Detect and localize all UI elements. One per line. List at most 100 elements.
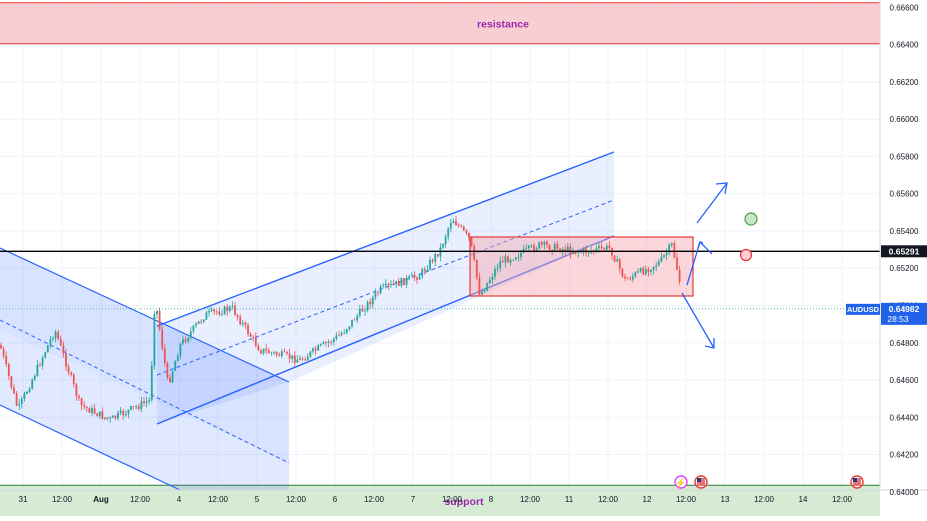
candles bbox=[0, 216, 681, 423]
candle-body bbox=[377, 292, 379, 294]
descending-channel-lower-line[interactable] bbox=[0, 404, 181, 491]
arrow-up-target[interactable] bbox=[696, 182, 728, 224]
arrow-small-head bbox=[697, 241, 704, 249]
green-circle-marker[interactable] bbox=[744, 212, 758, 226]
candle-body bbox=[655, 265, 658, 267]
candle-body bbox=[111, 415, 114, 418]
support-zone-label: support bbox=[444, 496, 484, 508]
candle-body bbox=[228, 306, 231, 312]
candle-body bbox=[429, 259, 431, 270]
candle-body bbox=[392, 283, 395, 285]
candle-body bbox=[509, 259, 512, 263]
candle-body bbox=[52, 337, 54, 340]
candle-body bbox=[631, 276, 634, 280]
candle-body bbox=[161, 329, 164, 349]
candle-body bbox=[39, 364, 41, 366]
price-tick-label: 0.64200 bbox=[890, 451, 919, 460]
candle-body bbox=[319, 344, 322, 346]
candle-body bbox=[413, 274, 416, 278]
time-tick-label: 12:00 bbox=[364, 495, 385, 504]
candle-body bbox=[23, 393, 26, 399]
candle-body bbox=[561, 249, 564, 252]
candle-body bbox=[44, 352, 47, 358]
candle-body bbox=[338, 335, 340, 337]
candle-body bbox=[145, 401, 148, 403]
time-tick-label: 12:00 bbox=[130, 495, 151, 504]
candle-body bbox=[465, 230, 468, 233]
candle-body bbox=[483, 290, 486, 292]
candle-body bbox=[543, 241, 546, 245]
time-tick-label: 12:00 bbox=[442, 495, 463, 504]
candle-body bbox=[434, 253, 437, 262]
consolidation-box[interactable] bbox=[469, 236, 694, 297]
candle-body bbox=[143, 401, 145, 403]
candle-body bbox=[533, 245, 535, 251]
candle-body bbox=[306, 356, 309, 361]
descending-channel-upper-line[interactable] bbox=[0, 247, 290, 383]
candle-body bbox=[535, 248, 538, 251]
candle-body bbox=[13, 387, 15, 394]
candle-body bbox=[176, 356, 179, 362]
candle-body bbox=[644, 269, 647, 275]
candle-body bbox=[119, 410, 122, 413]
candle-body bbox=[273, 351, 275, 353]
candle-body bbox=[488, 279, 491, 283]
candle-body bbox=[104, 417, 106, 419]
candle-body bbox=[423, 269, 426, 272]
candle-body bbox=[351, 319, 353, 327]
candle-body bbox=[626, 278, 629, 280]
price-tick-label: 0.65600 bbox=[890, 190, 919, 199]
candle-body bbox=[650, 269, 652, 272]
lightning-event-icon[interactable]: ⚡ bbox=[674, 475, 688, 489]
time-tick-label: 4 bbox=[177, 495, 182, 504]
time-tick-label: Aug bbox=[93, 495, 109, 504]
candle-body bbox=[657, 261, 660, 266]
candle-body bbox=[587, 252, 590, 254]
candle-body bbox=[527, 245, 530, 248]
price-tick-label: 0.65200 bbox=[890, 264, 919, 273]
arrow-down-path[interactable] bbox=[681, 292, 715, 349]
us-flag-event-icon-2[interactable] bbox=[850, 475, 864, 489]
candle-body bbox=[83, 405, 86, 407]
candle-body bbox=[353, 319, 356, 321]
candle-body bbox=[213, 309, 216, 312]
svg-text:⚡: ⚡ bbox=[675, 477, 686, 489]
red-circle-marker[interactable] bbox=[739, 248, 753, 262]
candle-body bbox=[15, 393, 18, 406]
ascending-channel-lower-line[interactable] bbox=[156, 235, 615, 425]
us-flag-event-icon[interactable] bbox=[694, 475, 708, 489]
price-tick-label: 0.64400 bbox=[890, 413, 919, 422]
candle-body bbox=[470, 237, 473, 247]
candle-body bbox=[67, 366, 70, 373]
candle-body bbox=[572, 252, 574, 254]
candle-body bbox=[106, 417, 109, 419]
candle-body bbox=[340, 333, 343, 336]
time-tick-label: 13 bbox=[721, 495, 730, 504]
candle-body bbox=[20, 398, 23, 404]
candle-body bbox=[296, 359, 299, 363]
candle-body bbox=[678, 269, 681, 282]
support-zone[interactable] bbox=[0, 485, 880, 517]
candle-body bbox=[88, 408, 91, 413]
candle-body bbox=[332, 338, 335, 342]
candle-body bbox=[501, 261, 504, 263]
candle-body bbox=[62, 345, 65, 354]
time-tick-label: 12:00 bbox=[598, 495, 619, 504]
candle-body bbox=[78, 396, 80, 399]
resistance-zone[interactable] bbox=[0, 2, 880, 44]
ascending-channel-upper-line[interactable] bbox=[156, 151, 615, 327]
candle-body bbox=[512, 259, 515, 261]
candle-body bbox=[236, 314, 239, 318]
candle-body bbox=[379, 286, 382, 293]
drawings[interactable] bbox=[0, 151, 694, 491]
candle-body bbox=[59, 339, 62, 346]
overlays: ⚡ bbox=[0, 182, 880, 489]
descending-channel-lower-fill bbox=[0, 330, 289, 490]
candle-body bbox=[455, 221, 457, 226]
candle-body bbox=[577, 252, 580, 254]
candle-body bbox=[158, 310, 161, 330]
candle-body bbox=[421, 269, 424, 277]
